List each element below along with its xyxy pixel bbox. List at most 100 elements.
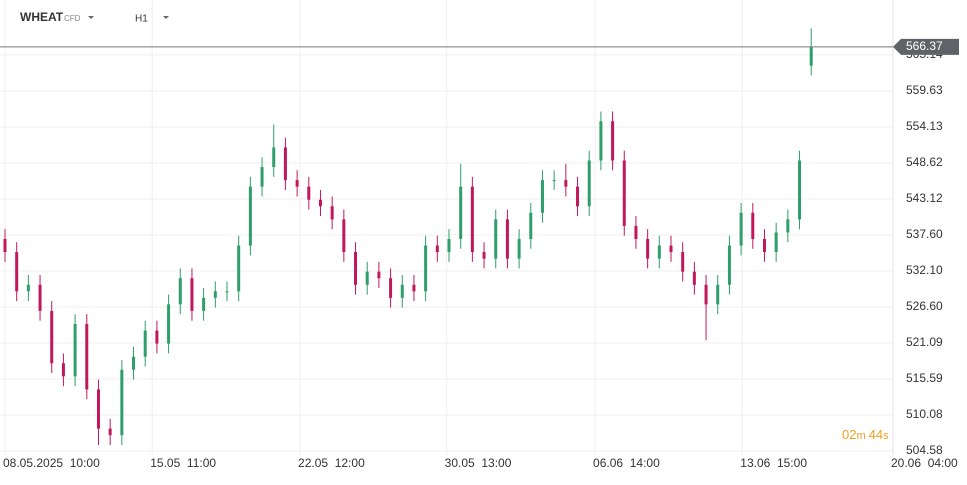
candle-body: [762, 238, 766, 253]
candle-body: [587, 160, 591, 207]
timer-s: s: [883, 430, 889, 442]
candle-body: [622, 160, 626, 226]
candle-body: [786, 219, 790, 233]
y-tick-label: 559.63: [906, 83, 943, 97]
y-tick-label: 510.08: [906, 407, 943, 421]
y-tick-label: 537.60: [906, 227, 943, 241]
current-price-tag: [893, 38, 959, 55]
candle-body: [108, 428, 112, 436]
candle-body: [38, 284, 42, 311]
y-tick-label: 532.10: [906, 263, 943, 277]
instrument-kind: CFD: [64, 14, 81, 23]
candle-body: [681, 252, 685, 272]
candle-body: [307, 186, 311, 200]
candle-body: [646, 238, 650, 259]
timer-minutes: 02: [842, 427, 856, 442]
timer-m: m: [856, 430, 865, 442]
candle-body: [552, 180, 556, 182]
candle-body: [132, 356, 136, 370]
candle-body: [669, 245, 673, 253]
timer-seconds: 44: [869, 427, 883, 442]
candle-body: [774, 232, 778, 253]
candle-body: [716, 284, 720, 305]
candle-body: [435, 245, 439, 253]
y-tick-label: 554.13: [906, 119, 943, 133]
y-tick-label: 521.09: [906, 335, 943, 349]
candle-body: [61, 363, 65, 377]
candle-body: [611, 121, 615, 161]
candle-body: [260, 167, 264, 187]
candle-body: [26, 284, 30, 292]
candle-body: [599, 121, 603, 161]
candle-body: [96, 389, 100, 429]
candle-body: [85, 324, 89, 390]
candle-body: [564, 180, 568, 187]
candle-body: [727, 245, 731, 285]
candle-body: [470, 186, 474, 253]
candle-body: [459, 186, 463, 239]
countdown-timer: 02m 44s: [842, 427, 889, 442]
candle-body: [3, 238, 7, 253]
candle-body: [248, 186, 252, 246]
candle-body: [692, 271, 696, 285]
candle-body: [318, 199, 322, 207]
candle-body: [178, 278, 182, 305]
candle-body: [634, 225, 638, 239]
candle-body: [295, 180, 299, 187]
symbol-dropdown[interactable]: [88, 16, 94, 19]
y-tick-label: 504.58: [906, 443, 943, 457]
candle-body: [751, 212, 755, 239]
x-tick-label: 30.05 13:00: [445, 456, 512, 470]
candle-body: [482, 252, 486, 259]
plot-area: 504.58 510.08 515.59 521.09 526.60 532.10 537.…: [0, 0, 959, 470]
candle-body: [657, 245, 661, 259]
candle-body: [283, 147, 287, 181]
candle-body: [809, 46, 813, 66]
candle-body: [50, 310, 54, 364]
candle-body: [342, 219, 346, 253]
timeframe[interactable]: H1: [135, 14, 148, 25]
candle-body: [155, 330, 159, 344]
candle-body: [213, 291, 217, 298]
y-tick-label: 548.62: [906, 155, 943, 169]
candle-body: [529, 212, 533, 239]
candle-body: [447, 238, 451, 253]
candle-body: [505, 219, 509, 259]
x-tick-label: 20.06 04:00: [891, 456, 958, 470]
candle-body: [389, 278, 393, 298]
candle-body: [225, 291, 229, 293]
candle-body: [739, 212, 743, 246]
candle-body: [704, 284, 708, 305]
candle-body: [330, 206, 334, 220]
candle-body: [494, 219, 498, 259]
y-tick-label: 515.59: [906, 371, 943, 385]
candle-body: [412, 284, 416, 292]
candle-body: [354, 252, 358, 285]
candle-body: [73, 324, 77, 377]
candle-body: [365, 271, 369, 285]
x-tick-label: 15.05 11:00: [150, 456, 216, 470]
candle-body: [143, 330, 147, 357]
candle-body: [120, 369, 124, 436]
x-tick-label: 06.06 14:00: [593, 456, 660, 470]
candle-body: [400, 284, 404, 298]
x-tick-label: 22.05 12:00: [298, 456, 365, 470]
y-tick-label: 526.60: [906, 299, 943, 313]
candle-body: [202, 297, 206, 311]
candle-body: [517, 238, 521, 259]
x-tick-label: 13.06 15:00: [740, 456, 807, 470]
symbol[interactable]: WHEAT: [20, 10, 64, 24]
candle-body: [377, 271, 381, 279]
candle-body: [540, 180, 544, 213]
candle-body: [15, 252, 19, 292]
x-tick-label: 08.05.2025 10:00: [3, 456, 100, 470]
candle-body: [190, 278, 194, 311]
candle-body: [237, 245, 241, 292]
candle-body: [272, 147, 276, 168]
current-price-label: 566.37: [906, 39, 943, 53]
timeframe-dropdown[interactable]: [163, 16, 169, 19]
candle-body: [424, 245, 428, 292]
candle-body: [798, 160, 802, 220]
candle-body: [576, 186, 580, 207]
